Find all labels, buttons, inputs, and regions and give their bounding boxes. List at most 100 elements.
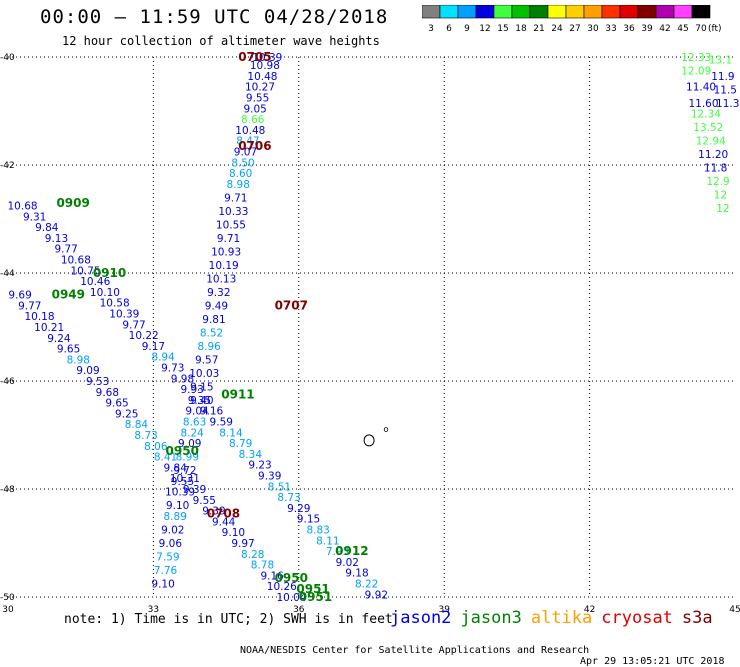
wave-height-point: 9.25 <box>115 408 138 420</box>
x-tick-label: 30 <box>2 605 14 615</box>
wave-height-point: 9.40 <box>190 395 213 407</box>
wave-height-point: 9.02 <box>336 557 359 569</box>
wave-height-point: 10.75 <box>71 265 101 277</box>
wave-height-point: 9.04 <box>185 406 209 418</box>
wave-height-point: 9.68 <box>96 387 119 399</box>
scale-label: 15 <box>497 24 508 34</box>
wave-height-point: 9.81 <box>202 314 225 326</box>
scale-label: 3 <box>428 24 434 34</box>
chart-subtitle: 12 hour collection of altimeter wave hei… <box>62 34 380 48</box>
wave-height-point: 9.69 <box>8 290 31 302</box>
wave-height-point: 9.15 <box>190 381 213 393</box>
x-tick-label: 45 <box>729 605 740 615</box>
wave-height-point: 10.39 <box>252 52 282 64</box>
scale-label: 33 <box>605 24 616 34</box>
wave-height-point: 10.18 <box>24 311 54 323</box>
wave-height-point: 12.34 <box>691 109 721 121</box>
wave-height-point: 8.94 <box>151 352 175 364</box>
chart-title: 00:00 — 11:59 UTC 04/28/2018 <box>40 6 389 28</box>
wave-height-point: 10.03 <box>189 368 219 380</box>
wave-height-point: 9.71 <box>224 192 247 204</box>
wave-height-point: 11.20 <box>698 149 728 161</box>
wave-height-point: 8.14 <box>219 427 243 439</box>
wave-height-point: 12 <box>714 190 727 202</box>
wave-height-point: 8.11 <box>316 535 339 547</box>
wave-height-point: 9.77 <box>122 319 145 331</box>
wave-height-point: 12.9 <box>706 176 729 188</box>
x-tick-label: 42 <box>584 605 595 615</box>
wave-height-point: 7.93 <box>326 546 349 558</box>
pass-time-label: 0950 <box>275 571 308 585</box>
wave-height-point: 9.98 <box>171 373 194 385</box>
pass-time-label: 0951 <box>299 590 332 604</box>
wave-height-point: 8.41 <box>154 452 177 464</box>
wave-height-point: 9.65 <box>57 344 80 356</box>
wave-height-point: 9.53 <box>86 376 109 388</box>
wave-height-point: 9.77 <box>18 300 41 312</box>
wave-height-point: 12 <box>716 203 729 215</box>
wave-height-point: 8.83 <box>306 525 329 537</box>
wave-height-point: 9.39 <box>183 484 206 496</box>
pass-time-label: 0950 <box>166 444 199 458</box>
wave-height-point: 9.92 <box>365 589 388 601</box>
wave-height-point: 9.44 <box>212 516 236 528</box>
x-tick-label: 33 <box>148 605 159 615</box>
wave-height-point: 11.8 <box>704 163 727 175</box>
satellite-jason3: jason3 <box>460 608 522 628</box>
scale-label: 12 <box>479 24 490 34</box>
footer-timestamp: Apr 29 13:05:21 UTC 2018 <box>580 656 725 667</box>
wave-height-point: 9.84 <box>164 462 188 474</box>
wave-height-point: 11.3 <box>716 98 739 110</box>
wave-height-point: 9.10 <box>166 500 189 512</box>
wave-height-point: 8.47 <box>236 136 259 148</box>
wave-height-point: 10.68 <box>61 255 91 267</box>
wave-height-point: 10.26 <box>267 581 297 593</box>
wave-height-point: 9.84 <box>35 222 59 234</box>
pass-time-label: 0706 <box>238 139 271 153</box>
scale-label: 21 <box>533 24 544 34</box>
scale-swatch <box>691 5 711 19</box>
wave-height-point: 10.48 <box>235 125 265 137</box>
pass-time-label: 0705 <box>238 50 271 64</box>
wave-height-point: 9.73 <box>161 363 184 375</box>
wave-height-map: 30 33 36 39 42 45-40-42-44-46-48-5010.3910.98… <box>0 50 740 615</box>
scale-label: 36 <box>623 24 635 34</box>
wave-height-point: 7.59 <box>156 552 179 564</box>
wave-height-point: 10.27 <box>245 82 275 94</box>
wave-height-point: 10.19 <box>209 260 239 272</box>
wave-height-point: 13.1 <box>709 55 732 67</box>
x-tick-label: 36 <box>293 605 305 615</box>
wave-height-point: 10.48 <box>247 71 277 83</box>
wave-height-point: 8.96 <box>197 341 221 353</box>
pass-time-label: 0708 <box>207 506 240 520</box>
wave-height-point: 8.78 <box>251 560 274 572</box>
satellite-legend: jason2 jason3 altika cryosat s3a <box>390 608 722 628</box>
wave-height-point: 9.15 <box>297 514 320 526</box>
scale-label: 42 <box>659 24 670 34</box>
wave-height-point: 10.98 <box>250 60 280 72</box>
scale-label: 27 <box>569 24 580 34</box>
wave-height-point: 9.13 <box>45 233 68 245</box>
wave-height-point: 8.98 <box>67 354 90 366</box>
wave-height-point: 9.77 <box>54 244 77 256</box>
wave-height-point: 8.79 <box>229 438 252 450</box>
wave-height-point: 12.94 <box>696 136 726 148</box>
scale-label: 6 <box>446 24 452 34</box>
wave-height-point: 8.51 <box>268 481 291 493</box>
wave-height-point: 12.09 <box>681 66 711 78</box>
wave-height-point: 9.29 <box>287 503 310 515</box>
wave-height-point: 8.28 <box>241 549 264 561</box>
wave-height-point: 13.52 <box>693 122 723 134</box>
scale-unit: (ft) <box>708 24 722 34</box>
wave-height-point: 9.10 <box>151 579 174 591</box>
wave-height-point: 12.33 <box>681 52 711 64</box>
pass-time-label: 0707 <box>275 298 308 312</box>
wave-height-point: 9.31 <box>23 211 46 223</box>
wave-height-point: 10.22 <box>129 330 159 342</box>
wave-height-point: 10.04 <box>276 592 306 604</box>
satellite-jason2: jason2 <box>390 608 452 628</box>
wave-height-point: 9.06 <box>159 538 183 550</box>
footer-credit: NOAA/NESDIS Center for Satellite Applica… <box>240 645 590 656</box>
wave-height-point: 9.55 <box>193 495 216 507</box>
y-tick-label: -40 <box>0 53 15 63</box>
